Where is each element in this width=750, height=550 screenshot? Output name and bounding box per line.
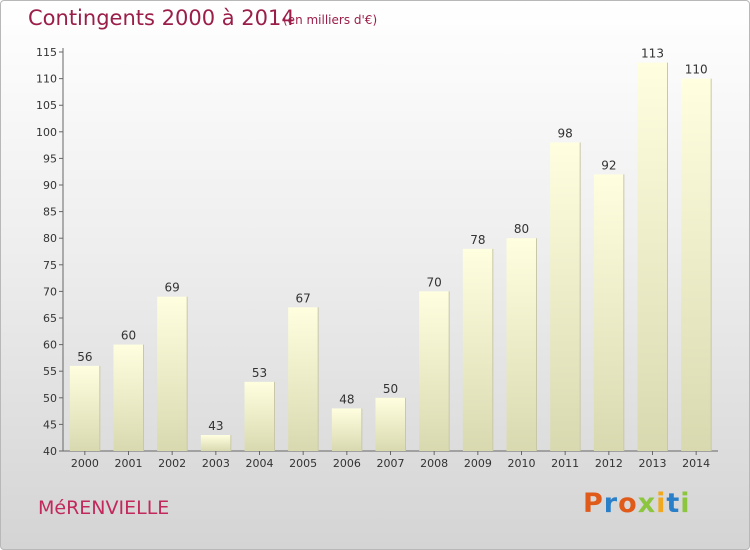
y-tick-label: 80	[43, 232, 57, 245]
bar-value-label: 98	[558, 126, 573, 140]
y-tick-label: 55	[43, 365, 57, 378]
bar	[331, 408, 362, 451]
y-tick-label: 40	[43, 445, 57, 458]
bar	[681, 78, 712, 451]
y-tick-label: 60	[43, 339, 57, 352]
bar-value-label: 50	[383, 382, 398, 396]
bar	[593, 174, 624, 452]
bar-value-label: 80	[514, 222, 529, 236]
bar	[157, 296, 188, 451]
bar-value-label: 70	[427, 275, 442, 289]
y-tick-label: 90	[43, 179, 57, 192]
proxiti-logo[interactable]: Proxiti	[583, 488, 691, 519]
x-tick-label: 2014	[682, 457, 710, 470]
logo-letter: P	[583, 488, 604, 519]
x-tick-label: 2011	[551, 457, 579, 470]
x-axis: 2000 2001 2002 2003 2004 2005 2006 2007 2008 2009…	[63, 450, 718, 470]
x-tick-label: 2006	[333, 457, 361, 470]
logo-letter: r	[603, 488, 619, 519]
y-tick-label: 85	[43, 206, 57, 219]
logo-letter: i	[656, 488, 667, 519]
bar	[200, 435, 231, 451]
bar-value-label: 67	[296, 291, 311, 305]
y-tick-label: 105	[36, 99, 57, 112]
x-tick-label: 2003	[202, 457, 230, 470]
logo-letter: x	[637, 488, 657, 519]
y-tick-label: 110	[36, 73, 57, 86]
bar-value-label: 43	[208, 419, 223, 433]
bar	[419, 291, 450, 451]
bars: 56 60 69 43 53 67 48 50 70 78 80 98 92 113 110	[69, 47, 712, 452]
commune-name: MéRENVIELLE	[38, 497, 170, 519]
y-tick-label: 100	[36, 126, 57, 139]
bar-value-label: 92	[601, 158, 616, 172]
bar	[375, 397, 406, 451]
bar	[244, 381, 275, 451]
x-tick-label: 2008	[420, 457, 448, 470]
y-tick-label: 50	[43, 392, 57, 405]
bar	[462, 248, 493, 451]
chart-subtitle: (en milliers d'€)	[283, 13, 378, 27]
bar	[288, 307, 319, 451]
x-tick-label: 2005	[289, 457, 317, 470]
x-tick-label: 2002	[158, 457, 186, 470]
y-tick-label: 95	[43, 152, 57, 165]
y-tick-label: 115	[36, 46, 57, 59]
bar-value-label: 69	[165, 281, 180, 295]
y-tick-label: 70	[43, 285, 57, 298]
bar	[506, 238, 537, 451]
y-axis: 40 45 50 55 60 65 70 75 80 85 90 95 100 105 110 115	[36, 46, 64, 458]
bar-value-label: 53	[252, 366, 267, 380]
x-tick-label: 2004	[246, 457, 274, 470]
bar	[637, 62, 668, 451]
bar	[69, 365, 100, 451]
x-tick-label: 2013	[639, 457, 667, 470]
x-tick-label: 2000	[71, 457, 99, 470]
x-tick-label: 2001	[115, 457, 143, 470]
bar-value-label: 56	[77, 350, 92, 364]
bar-value-label: 60	[121, 329, 136, 343]
bar-value-label: 78	[470, 233, 485, 247]
x-tick-label: 2010	[508, 457, 536, 470]
y-tick-label: 65	[43, 312, 57, 325]
bar-value-label: 113	[641, 47, 664, 61]
x-tick-label: 2012	[595, 457, 623, 470]
logo-letter: t	[666, 488, 681, 519]
chart-title: Contingents 2000 à 2014	[28, 6, 295, 30]
bar-value-label: 110	[685, 63, 708, 77]
y-tick-label: 45	[43, 418, 57, 431]
x-tick-label: 2009	[464, 457, 492, 470]
bar	[550, 142, 581, 451]
logo-letter: o	[618, 488, 638, 519]
x-tick-label: 2007	[377, 457, 405, 470]
bar-value-label: 48	[339, 392, 354, 406]
y-tick-label: 75	[43, 259, 57, 272]
bar	[113, 344, 144, 451]
logo-letter: i	[680, 488, 691, 519]
